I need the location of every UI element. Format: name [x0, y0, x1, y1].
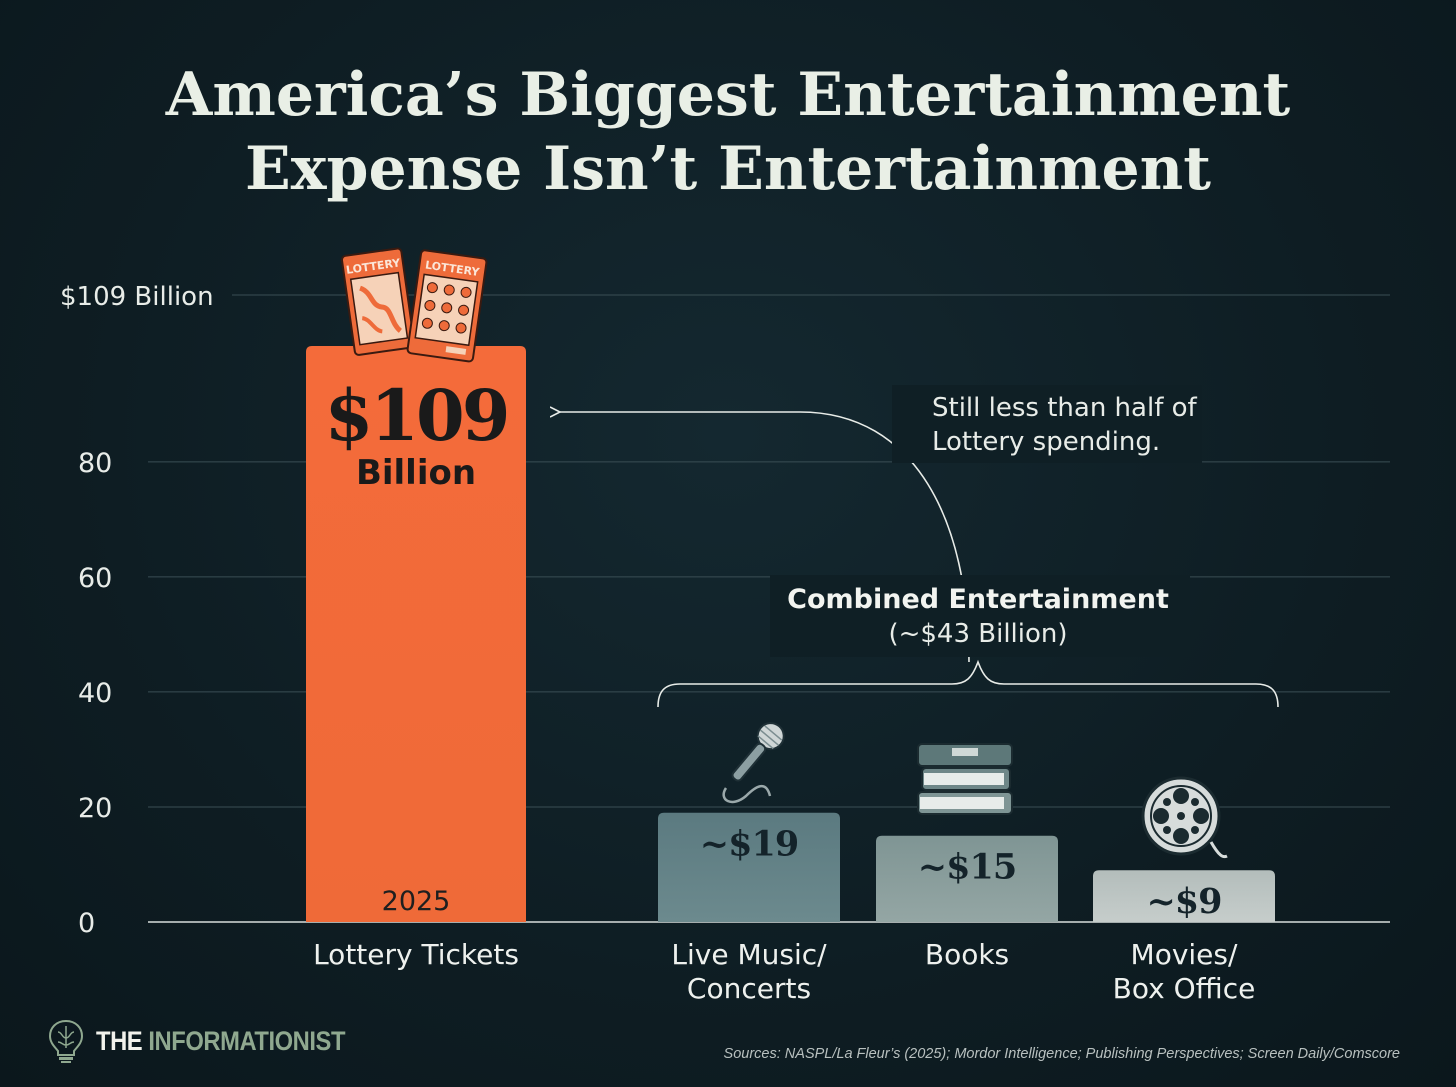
combined-backdrop — [770, 575, 1190, 657]
brand-logo: THE INFORMATIONIST — [46, 1018, 379, 1064]
bar-value-unit: Billion — [356, 453, 476, 493]
combined-title: Combined Entertainment — [787, 584, 1169, 615]
sources-note: Sources: NASPL/La Fleur’s (2025); Mordor… — [723, 1046, 1400, 1062]
title-line-2: Expense Isn’t Entertainment — [245, 134, 1211, 204]
category-label: Live Music/ — [671, 938, 827, 971]
bar-value-label: $109 — [325, 374, 508, 457]
comparison-annotation: Still less than half of Lottery spending… — [560, 385, 1202, 663]
microphone-icon — [722, 722, 785, 804]
books-icon — [917, 743, 1013, 815]
comparison-text-line-1: Still less than half of — [932, 393, 1198, 423]
brand-suffix: INFORMATIONIST — [148, 1025, 346, 1056]
lightbulb-brain-icon — [48, 1019, 84, 1063]
comparison-text-backdrop — [892, 385, 1202, 463]
bar-live-music-concerts — [658, 812, 840, 922]
y-tick-label: 20 — [78, 793, 112, 824]
film-reel-icon — [1141, 776, 1228, 859]
category-label: Concerts — [687, 972, 811, 1005]
category-label: Box Office — [1113, 972, 1256, 1005]
comparison-text-line-2: Lottery spending. — [932, 427, 1160, 457]
category-label: Lottery Tickets — [313, 938, 519, 971]
bar-value-label: ~$9 — [1146, 881, 1221, 922]
y-tick-label: 0 — [78, 908, 95, 939]
y-tick-label: 80 — [78, 448, 112, 479]
title-line-1: America’s Biggest Entertainment — [165, 60, 1291, 130]
combined-brace — [657, 659, 1279, 708]
y-tick-label: 40 — [78, 678, 112, 709]
combined-value: (~$43 Billion) — [888, 619, 1067, 649]
bar-value-label: ~$19 — [700, 824, 798, 865]
y-tick-label: $109 Billion — [60, 282, 214, 312]
bar-books — [876, 835, 1058, 922]
bar-value-label: ~$15 — [918, 847, 1016, 888]
bar-year-label: 2025 — [382, 886, 451, 917]
combined-annotation: Combined Entertainment (~$43 Billion) — [657, 575, 1279, 708]
y-tick-label: 60 — [78, 563, 112, 594]
category-labels: Lottery Tickets Live Music/Concerts Books M… — [313, 938, 1255, 1005]
brand-name: THE INFORMATIONIST — [96, 1026, 345, 1057]
category-label: Movies/ — [1131, 938, 1238, 971]
brand-prefix: THE — [96, 1025, 143, 1056]
bar-movies-box-office — [1093, 870, 1275, 922]
lottery-tickets-icon: LOTTERY LOTTERY — [340, 247, 488, 363]
y-axis-ticks: 0 20 40 60 80 $109 Billion — [60, 282, 214, 939]
chart-title: America’s Biggest Entertainment Expense … — [0, 58, 1456, 206]
bar-lottery-tickets — [306, 346, 526, 922]
category-label: Books — [925, 938, 1009, 971]
